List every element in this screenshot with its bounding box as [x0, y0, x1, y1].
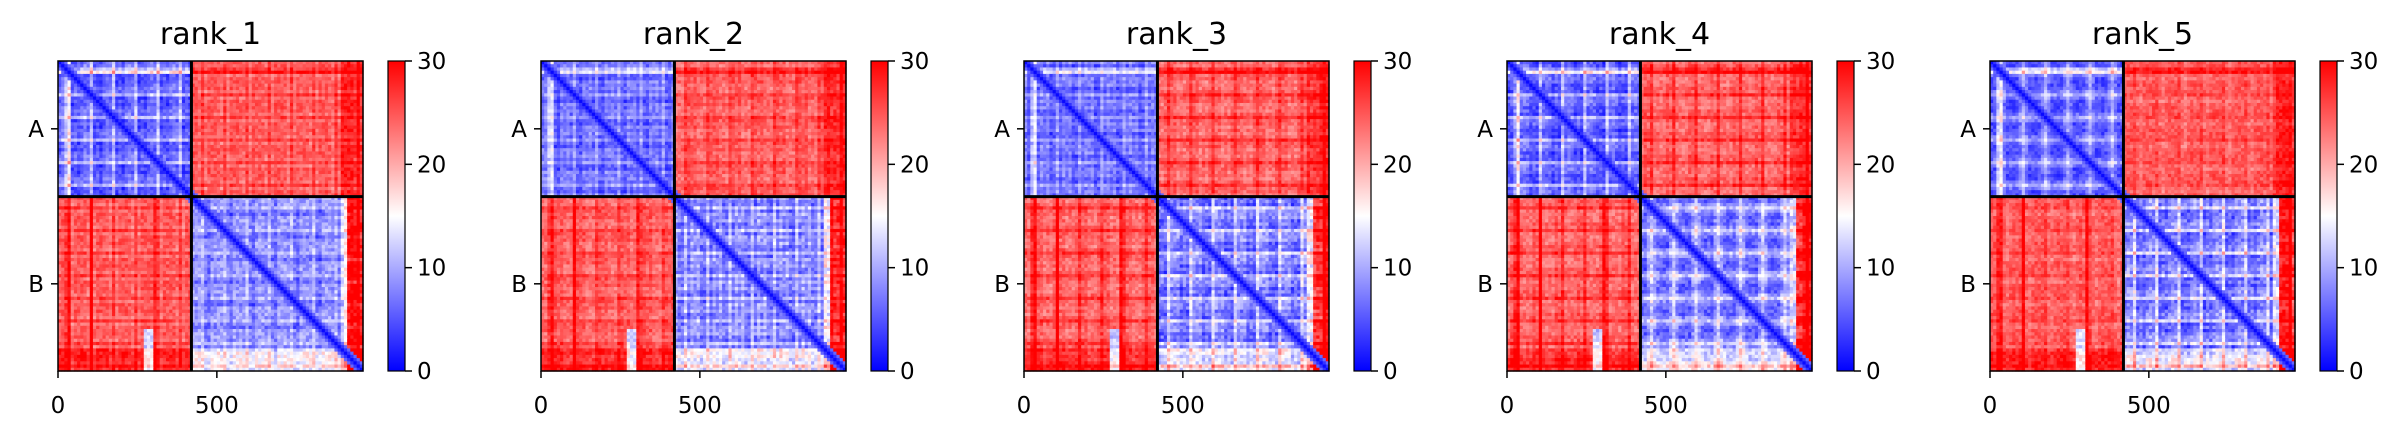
x-tick-label: 0 — [51, 393, 66, 419]
panel-title: rank_3 — [1126, 17, 1227, 52]
panel-1: rank_1 0 500 A B 0 10 20 30 — [28, 17, 446, 419]
colorbar — [1837, 61, 1854, 371]
colorbar-tick-label: 20 — [900, 152, 929, 178]
colorbar-tick-label: 10 — [2349, 256, 2378, 282]
colorbar-tick-label: 30 — [900, 49, 929, 75]
heatmap — [1024, 61, 1330, 372]
colorbar-tick-label: 30 — [2349, 49, 2378, 75]
colorbar — [1354, 61, 1371, 371]
y-tick-label: B — [1960, 272, 1976, 298]
panel-4: rank_4 0 500 A B 0 10 20 30 — [1477, 17, 1895, 419]
colorbar-tick-label: 0 — [2349, 359, 2364, 385]
x-tick-label: 500 — [1644, 393, 1688, 419]
panel-title: rank_4 — [1609, 17, 1710, 52]
colorbar-tick-label: 20 — [1383, 152, 1412, 178]
colorbar — [388, 61, 405, 371]
y-tick-label: B — [1477, 272, 1493, 298]
y-tick-label: A — [1960, 117, 1976, 143]
heatmap — [58, 61, 364, 372]
x-tick-label: 500 — [678, 393, 722, 419]
colorbar-tick-label: 10 — [1383, 256, 1412, 282]
heatmap — [541, 61, 847, 372]
colorbar-tick-label: 10 — [417, 256, 446, 282]
y-tick-label: B — [28, 272, 44, 298]
colorbar-tick-label: 20 — [417, 152, 446, 178]
x-tick-label: 0 — [1017, 393, 1032, 419]
colorbar-tick-label: 0 — [900, 359, 915, 385]
colorbar — [871, 61, 888, 371]
x-tick-label: 500 — [195, 393, 239, 419]
x-tick-label: 500 — [2127, 393, 2171, 419]
panel-title: rank_2 — [643, 17, 744, 52]
colorbar-tick-label: 0 — [1383, 359, 1398, 385]
panel-3: rank_3 0 500 A B 0 10 20 30 — [994, 17, 1412, 419]
x-tick-label: 0 — [1983, 393, 1998, 419]
y-tick-label: B — [994, 272, 1010, 298]
panel-5: rank_5 0 500 A B 0 10 20 30 — [1960, 17, 2378, 419]
y-tick-label: A — [511, 117, 527, 143]
y-tick-label: A — [994, 117, 1010, 143]
colorbar-tick-label: 10 — [1866, 256, 1895, 282]
y-tick-label: B — [511, 272, 527, 298]
x-tick-label: 0 — [534, 393, 549, 419]
panel-title: rank_1 — [160, 17, 261, 52]
colorbar-tick-label: 30 — [1383, 49, 1412, 75]
colorbar-tick-label: 0 — [417, 359, 432, 385]
colorbar-tick-label: 20 — [1866, 152, 1895, 178]
y-tick-label: A — [1477, 117, 1493, 143]
colorbar-tick-label: 20 — [2349, 152, 2378, 178]
x-tick-label: 500 — [1161, 393, 1205, 419]
colorbar-tick-label: 30 — [417, 49, 446, 75]
heatmap — [1990, 61, 2296, 372]
colorbar-tick-label: 0 — [1866, 359, 1881, 385]
colorbar-tick-label: 10 — [900, 256, 929, 282]
colorbar-tick-label: 30 — [1866, 49, 1895, 75]
panel-title: rank_5 — [2092, 17, 2193, 52]
panel-2: rank_2 0 500 A B 0 10 20 30 — [511, 17, 929, 419]
colorbar — [2320, 61, 2337, 371]
heatmap — [1507, 61, 1813, 372]
y-tick-label: A — [28, 117, 44, 143]
x-tick-label: 0 — [1500, 393, 1515, 419]
